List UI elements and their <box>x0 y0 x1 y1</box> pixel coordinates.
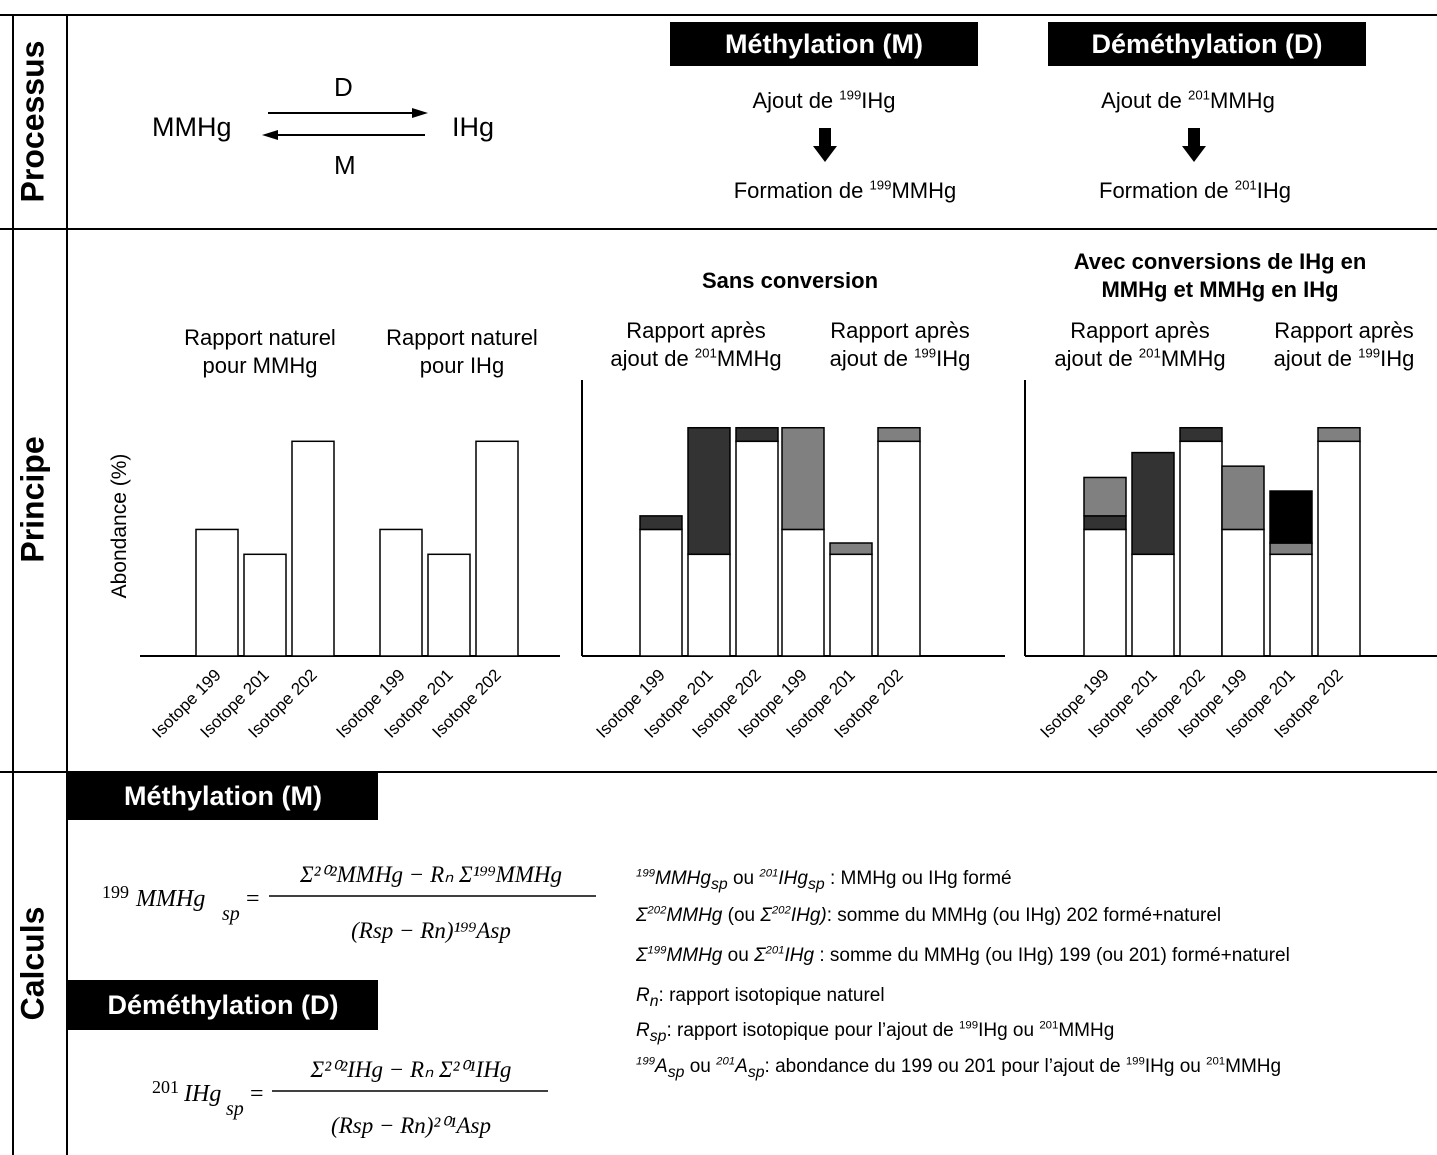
equilibrium-arrows-icon <box>262 108 428 140</box>
species-mmhg: MMHg <box>152 112 232 142</box>
bar-segment <box>1221 465 1265 531</box>
bar-segment <box>1317 426 1361 443</box>
panel-label-sans-201: Rapport après ajout de 201MMHg <box>610 318 782 371</box>
demethylation-step2: Formation de 201IHg <box>1099 177 1291 203</box>
bar-segment <box>1083 515 1127 531</box>
bar-segment <box>243 553 287 657</box>
methylation-step2: Formation de 199MMHg <box>733 177 957 203</box>
formula1-lhs-base: MMHg <box>135 886 205 912</box>
formula1-denominator: (Rsp − Rn)¹⁹⁹Asp <box>351 918 511 943</box>
legend-line-3: Σ199MMHg ou Σ201IHg : somme du MMHg (ou … <box>636 944 1290 966</box>
bar-segment <box>687 553 731 657</box>
panel-label-avec-201: Rapport après ajout de 201MMHg <box>1054 318 1226 371</box>
bar-segment <box>687 426 731 556</box>
bar-segment <box>427 553 471 657</box>
legend-line-1: 199MMHgsp ou 201IHgsp : MMHg ou IHg form… <box>636 867 1012 893</box>
legend-line-2: Σ202MMHg (ou Σ202IHg): somme du MMHg (ou… <box>636 904 1222 926</box>
bar-segment <box>1131 553 1175 657</box>
bar-segment <box>735 440 779 657</box>
svg-text:=: = <box>250 1081 264 1107</box>
bar-segment <box>781 528 825 657</box>
panel-label-sans-199: Rapport après ajout de 199IHg <box>829 318 971 371</box>
panel-label-natural-mmhg: Rapport naturel pour MMHg <box>184 325 336 378</box>
bar-segment <box>877 440 921 657</box>
calc-demethylation-header: Déméthylation (D) <box>68 980 378 1030</box>
bar-segment <box>1179 440 1223 657</box>
section-label-calculs: Calculs <box>14 906 51 1020</box>
demethylation-header: Déméthylation (D) <box>1048 22 1366 66</box>
bar-segment <box>639 528 683 657</box>
bar-segment <box>1269 542 1313 556</box>
frame-label-divider <box>66 14 68 1155</box>
frame-separator-2 <box>0 771 1437 773</box>
arrow-label-d: D <box>334 72 353 102</box>
bar-segment <box>639 515 683 531</box>
calc-methylation-header: Méthylation (M) <box>68 772 378 820</box>
formula-methylation: 199 MMHg sp = Σ²⁰²MMHg − Rₙ Σ¹⁹⁹MMHg (Rs… <box>102 862 596 943</box>
frame-left-line <box>12 14 14 1155</box>
panel-label-avec-199: Rapport après ajout de 199IHg <box>1273 318 1415 371</box>
group-title-sans-conversion: Sans conversion <box>701 268 879 293</box>
bar-segment <box>877 426 921 443</box>
bar-segment <box>1269 490 1313 544</box>
bar-segment <box>1179 426 1223 443</box>
formula2-lhs-sub: sp <box>226 1098 244 1120</box>
legend-line-6: 199Asp ou 201Asp: abondance du 199 ou 20… <box>636 1055 1282 1081</box>
formula1-numerator: Σ²⁰²MMHg − Rₙ Σ¹⁹⁹MMHg <box>299 862 562 887</box>
demethylation-step1: Ajout de 201MMHg <box>1101 87 1275 113</box>
formula2-lhs-sup: 201 <box>152 1077 179 1097</box>
methylation-header: Méthylation (M) <box>670 22 978 66</box>
demethylation-down-arrow-icon <box>1182 128 1206 162</box>
methylation-down-arrow-icon <box>813 128 837 162</box>
formula-demethylation: 201 IHg sp = Σ²⁰²IHg − Rₙ Σ²⁰¹IHg (Rsp −… <box>152 1057 548 1138</box>
bar-segment <box>829 553 873 657</box>
species-ihg: IHg <box>452 112 495 142</box>
bar-segment <box>1083 528 1127 657</box>
bar-segment <box>781 426 825 531</box>
svg-text:=: = <box>246 886 260 912</box>
panel-label-natural-ihg: Rapport naturel pour IHg <box>386 325 538 378</box>
formula1-lhs-sub: sp <box>222 903 240 925</box>
arrow-label-m: M <box>334 150 356 180</box>
formula1-lhs-sup: 199 <box>102 882 129 902</box>
legend-line-4: Rn: rapport isotopique naturel <box>636 985 885 1010</box>
group-title-avec-conversions: Avec conversions de IHg en MMHg et MMHg e… <box>1073 249 1367 302</box>
bar-segment <box>1221 528 1265 657</box>
bar-segment <box>829 542 873 556</box>
bar-segment <box>1317 440 1361 657</box>
bar-segment <box>1083 476 1127 517</box>
legend-line-5: Rsp: rapport isotopique pour l’ajout de … <box>636 1019 1115 1045</box>
bar-segment <box>735 426 779 443</box>
bar-segment <box>291 440 335 657</box>
bar-segment <box>475 440 519 657</box>
bar-segment <box>379 528 423 657</box>
methylation-step1: Ajout de 199IHg <box>752 87 896 113</box>
frame-top-line <box>0 14 1437 16</box>
bar-segment <box>1131 451 1175 556</box>
bar-segment <box>1269 553 1313 657</box>
bar-segment <box>195 528 239 657</box>
frame-separator-1 <box>0 228 1437 230</box>
formula2-lhs-base: IHg <box>183 1081 221 1107</box>
formula2-denominator: (Rsp − Rn)²⁰¹Asp <box>331 1113 491 1138</box>
formula2-numerator: Σ²⁰²IHg − Rₙ Σ²⁰¹IHg <box>310 1057 512 1082</box>
